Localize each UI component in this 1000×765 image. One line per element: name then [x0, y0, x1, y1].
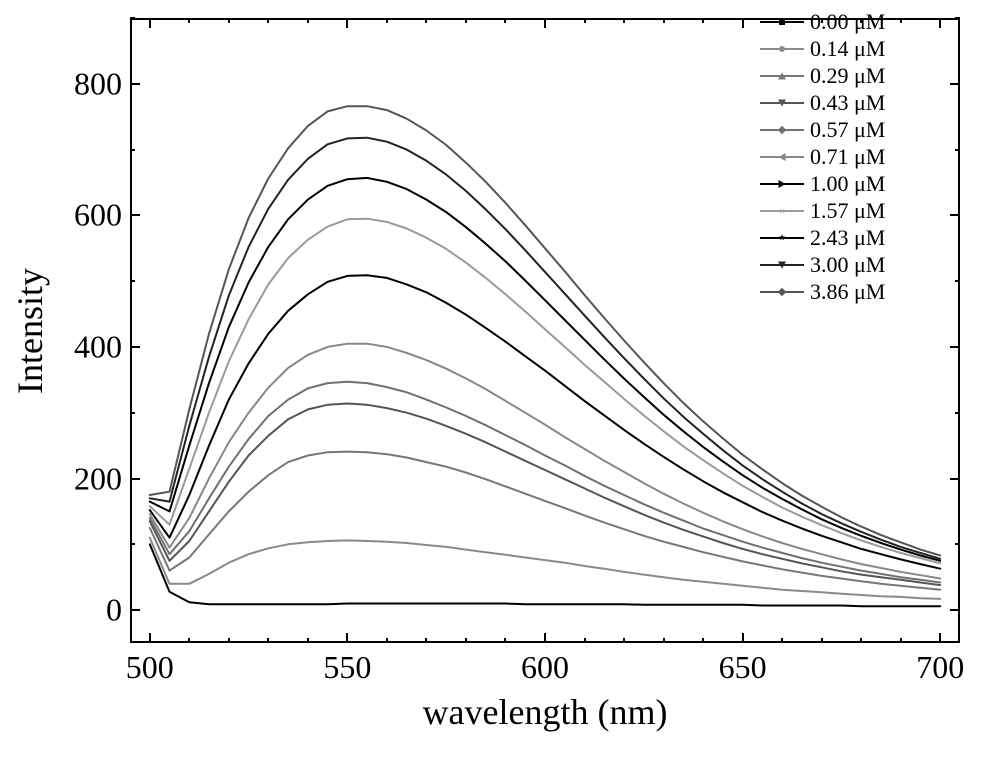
legend-label: 0.00 μM — [810, 8, 885, 36]
legend-label: 0.29 μM — [810, 62, 885, 90]
legend-label: 1.57 μM — [810, 197, 885, 225]
legend-swatch-icon — [760, 237, 804, 239]
legend-label: 3.00 μM — [810, 251, 885, 279]
legend-swatch-icon — [760, 183, 804, 185]
y-axis-label: Intensity — [9, 268, 51, 394]
legend-item: 2.43 μM — [760, 224, 885, 251]
legend-label: 2.43 μM — [810, 224, 885, 252]
legend-swatch-icon — [760, 129, 804, 131]
legend-item: 0.29 μM — [760, 62, 885, 89]
legend-swatch-icon — [760, 21, 804, 23]
legend: 0.00 μM0.14 μM0.29 μM0.43 μM0.57 μM0.71 … — [760, 8, 885, 305]
y-tick-label: 400 — [52, 328, 122, 365]
legend-item: 0.71 μM — [760, 143, 885, 170]
legend-item: 0.14 μM — [760, 35, 885, 62]
legend-swatch-icon — [760, 102, 804, 104]
legend-item: 1.57 μM — [760, 197, 885, 224]
x-tick-label: 550 — [323, 649, 371, 686]
legend-swatch-icon — [760, 291, 804, 293]
legend-item: 0.57 μM — [760, 116, 885, 143]
legend-item: 0.43 μM — [760, 89, 885, 116]
x-tick-label: 600 — [521, 649, 569, 686]
y-tick-label: 0 — [52, 592, 122, 629]
x-tick-label: 500 — [126, 649, 174, 686]
figure: wavelength (nm) Intensity 0.00 μM0.14 μM… — [0, 0, 1000, 765]
legend-swatch-icon — [760, 210, 804, 212]
y-tick-label: 600 — [52, 197, 122, 234]
x-axis-label: wavelength (nm) — [423, 691, 668, 733]
legend-label: 0.71 μM — [810, 143, 885, 171]
series-curve-5 — [150, 344, 940, 579]
legend-label: 1.00 μM — [810, 170, 885, 198]
legend-swatch-icon — [760, 264, 804, 266]
legend-item: 1.00 μM — [760, 170, 885, 197]
legend-label: 0.57 μM — [810, 116, 885, 144]
series-curve-4 — [150, 382, 940, 583]
legend-swatch-icon — [760, 75, 804, 77]
legend-item: 0.00 μM — [760, 8, 885, 35]
x-tick-label: 650 — [719, 649, 767, 686]
x-tick-label: 700 — [916, 649, 964, 686]
series-curve-2 — [150, 452, 940, 590]
legend-item: 3.86 μM — [760, 278, 885, 305]
legend-label: 0.43 μM — [810, 89, 885, 117]
y-tick-label: 800 — [52, 65, 122, 102]
series-curve-3 — [150, 404, 940, 586]
y-tick-label: 200 — [52, 460, 122, 497]
legend-swatch-icon — [760, 156, 804, 158]
legend-label: 3.86 μM — [810, 278, 885, 306]
legend-swatch-icon — [760, 48, 804, 50]
legend-label: 0.14 μM — [810, 35, 885, 63]
legend-item: 3.00 μM — [760, 251, 885, 278]
